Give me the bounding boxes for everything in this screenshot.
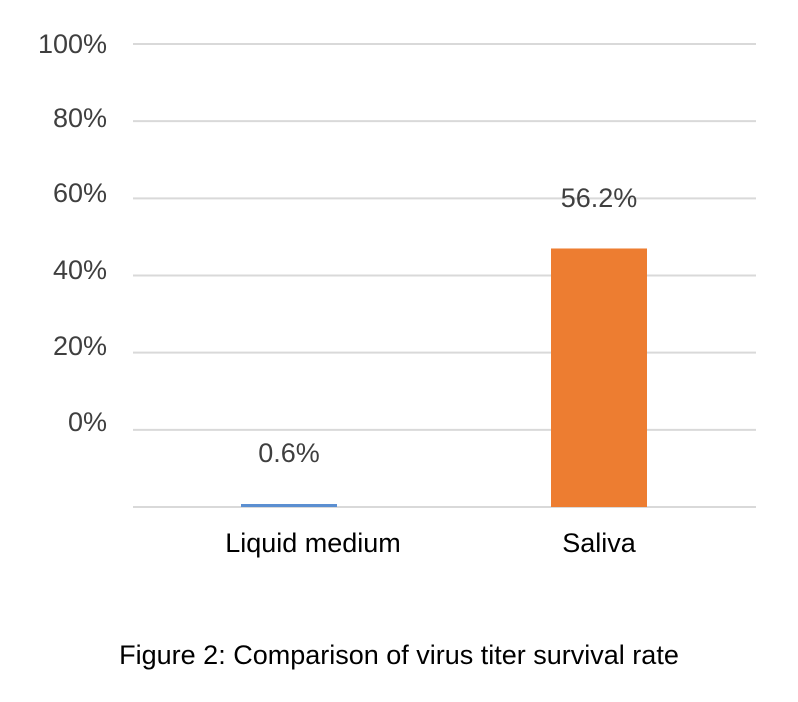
figure-caption: Figure 2: Comparison of virus titer surv… bbox=[119, 640, 679, 670]
y-tick-label: 20% bbox=[53, 331, 107, 361]
data-labels: 0.6% 56.2% bbox=[258, 183, 637, 468]
bar-liquid-medium bbox=[241, 504, 337, 507]
gridlines bbox=[133, 43, 756, 508]
data-label: 56.2% bbox=[561, 183, 638, 213]
y-tick-label: 40% bbox=[53, 255, 107, 285]
y-tick-label: 0% bbox=[68, 407, 107, 437]
x-category-label: Saliva bbox=[562, 528, 637, 558]
bars bbox=[241, 248, 647, 508]
y-tick-label: 60% bbox=[53, 178, 107, 208]
data-label: 0.6% bbox=[258, 438, 320, 468]
y-tick-label: 80% bbox=[53, 103, 107, 133]
y-axis-tick-labels: 100% 80% 60% 40% 20% 0% bbox=[38, 29, 107, 437]
x-category-label: Liquid medium bbox=[225, 528, 401, 558]
bar-saliva bbox=[551, 248, 647, 508]
x-axis-category-labels: Liquid medium Saliva bbox=[225, 528, 637, 558]
bar-chart: 100% 80% 60% 40% 20% 0% 0.6% 56.2% Liquid medi… bbox=[38, 29, 756, 558]
y-tick-label: 100% bbox=[38, 29, 107, 59]
